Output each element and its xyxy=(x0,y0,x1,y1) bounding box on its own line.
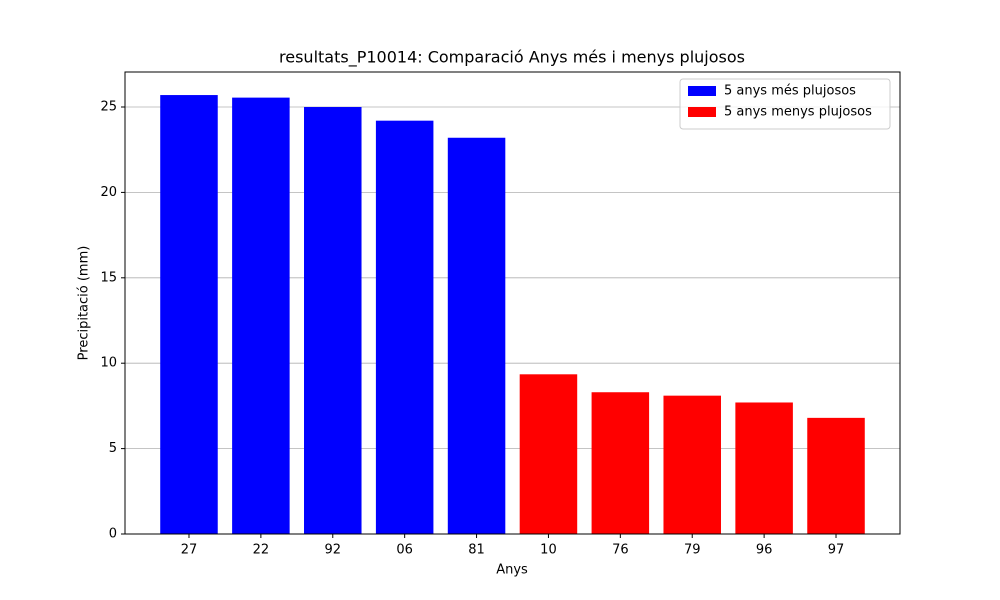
x-tick-label: 96 xyxy=(756,543,773,558)
bar xyxy=(735,402,793,534)
bar xyxy=(375,120,434,535)
plot-frame xyxy=(124,71,901,535)
x-tick-label: 27 xyxy=(181,543,198,558)
bar xyxy=(663,395,721,534)
x-tick-label: 92 xyxy=(324,543,341,558)
legend-swatch xyxy=(688,107,716,117)
x-tick-label: 10 xyxy=(540,543,557,558)
x-tick-label: 97 xyxy=(828,543,845,558)
y-tick-label: 0 xyxy=(109,527,117,542)
x-tick-label: 79 xyxy=(684,543,701,558)
chart-title: resultats_P10014: Comparació Anys més i … xyxy=(279,48,745,68)
legend-swatch xyxy=(688,86,716,96)
bar xyxy=(591,392,650,534)
legend-box xyxy=(679,78,891,130)
y-tick-label: 10 xyxy=(100,356,117,371)
x-tick-label: 06 xyxy=(396,543,413,558)
bar xyxy=(304,107,362,534)
legend-label: 5 anys més plujosos xyxy=(724,84,856,99)
y-tick-label: 25 xyxy=(100,100,117,115)
bar xyxy=(807,417,865,534)
x-axis-label: Anys xyxy=(496,563,528,578)
bar xyxy=(232,97,290,534)
legend-label: 5 anys menys plujosos xyxy=(724,105,872,120)
y-axis-label: Precipitació (mm) xyxy=(77,246,92,361)
bar xyxy=(519,374,578,534)
bar xyxy=(447,137,506,534)
y-tick-label: 20 xyxy=(100,185,117,200)
x-tick-label: 81 xyxy=(468,543,485,558)
x-tick-label: 22 xyxy=(253,543,270,558)
x-tick-label: 76 xyxy=(612,543,629,558)
bar xyxy=(160,95,218,534)
y-tick-label: 15 xyxy=(100,270,117,285)
y-tick-label: 5 xyxy=(109,441,117,456)
